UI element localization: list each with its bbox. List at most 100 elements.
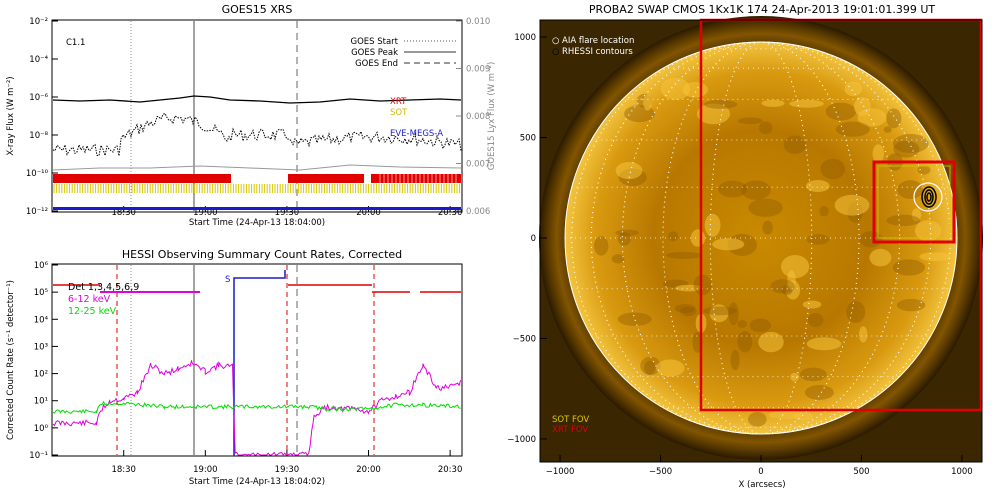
solar-feature [617, 312, 652, 326]
solar-feature [737, 331, 753, 353]
goes-y-tick-label: 10⁻¹⁰ [26, 169, 49, 179]
solar-feature [844, 81, 863, 97]
series-6-12-kev [52, 360, 462, 456]
hessi-y-axis-label: Corrected Count Rate (s⁻¹ detector⁻¹) [6, 280, 16, 440]
hessi-y-ticks: 10⁶ 10⁵ 10⁴ 10³ 10² 10¹ 10⁰ 10⁻¹ [29, 261, 58, 461]
hessi-y-tick-label: 10⁻¹ [29, 451, 48, 461]
solar-feature [615, 229, 640, 236]
solar-feature [859, 231, 882, 248]
goes-xrs-panel: GOES15 XRS C1.1 10⁻²10⁻⁴10⁻⁶10⁻⁸10⁻¹⁰10⁻… [6, 3, 497, 228]
hessi-x-tick-label: 18:30 [111, 465, 136, 475]
goes-x-tick-label: 20:00 [356, 208, 381, 218]
swap-x-tick-label: −1000 [546, 467, 575, 477]
solar-feature [704, 213, 721, 237]
solar-feature [741, 180, 771, 200]
hessi-y-tick-label: 10⁰ [34, 424, 49, 434]
hessi-saa-label: S [225, 275, 230, 285]
swap-x-tick-label: 500 [853, 467, 869, 477]
solar-feature [759, 121, 773, 135]
solar-feature [886, 214, 921, 227]
goes-y-axis-label-right: GOES15 Lyx Flux (W m⁻²) [487, 62, 497, 171]
swap-title: PROBA2 SWAP CMOS 1Kx1K 174 24-Apr-2013 1… [589, 3, 936, 16]
swap-x-axis-label: X (arcsecs) [738, 480, 785, 490]
hessi-plot-frame [51, 263, 463, 457]
solar-feature [846, 301, 866, 323]
solar-feature [793, 411, 814, 421]
goes-y-tick-label: 10⁻⁶ [29, 93, 48, 103]
solar-feature [674, 304, 696, 314]
solar-feature [789, 99, 824, 108]
hessi-x-ticks: 18:30 19:00 19:30 20:00 20:30 [111, 450, 462, 475]
solar-feature [807, 313, 824, 327]
solar-feature [728, 302, 739, 326]
solar-feature [761, 99, 785, 107]
hessi-legend-12-25: 12-25 keV [68, 306, 117, 317]
solar-feature [640, 356, 661, 376]
legend-xrt-fov: XRT FOV [552, 425, 588, 435]
solar-feature [892, 134, 929, 153]
solar-feature [704, 99, 738, 109]
swap-y-tick-label: 1000 [514, 33, 536, 43]
solar-feature [819, 206, 829, 217]
solar-feature [770, 279, 795, 294]
goes-x-tick-label: 19:30 [275, 208, 300, 218]
goes-y-ticks: 10⁻² 10⁻⁴ 10⁻⁶ 10⁻⁸ 10⁻¹⁰ 10⁻¹² [26, 17, 58, 217]
goes-lya-curve [52, 164, 462, 171]
legend-aia-label: AIA flare location [562, 36, 634, 46]
solar-feature [858, 326, 868, 343]
swap-y-tick-label: 0 [531, 234, 536, 244]
solar-feature [896, 298, 926, 312]
hessi-legend-6-12: 6-12 keV [68, 294, 111, 305]
goes-y-right-tick-label: 0.010 [466, 17, 490, 27]
hessi-y-tick-label: 10⁴ [34, 315, 49, 325]
solar-feature [886, 108, 902, 129]
xrt-bar-1 [53, 174, 231, 183]
solar-feature [892, 259, 926, 276]
solar-feature [749, 318, 771, 333]
hessi-title: HESSI Observing Summary Count Rates, Cor… [122, 248, 402, 261]
swap-y-tick-label: −500 [513, 334, 536, 344]
solar-feature [709, 304, 729, 323]
series-12-25-kev [52, 400, 461, 414]
solar-feature [857, 108, 887, 127]
goes-x-axis-label: Start Time (24-Apr-13 18:04:00) [189, 218, 325, 228]
hessi-x-tick-label: 20:30 [438, 465, 463, 475]
hessi-attenuator-red [53, 284, 461, 293]
hessi-y-tick-label: 10¹ [34, 397, 48, 407]
solar-feature [825, 102, 857, 121]
solar-feature [680, 306, 697, 317]
solar-feature [806, 234, 830, 245]
goes-long-channel-curve [52, 95, 462, 104]
solar-feature [897, 180, 924, 199]
sot-coverage-ticks [53, 184, 461, 193]
goes-title: GOES15 XRS [222, 3, 293, 16]
goes-y-tick-label: 10⁻⁴ [29, 55, 48, 65]
solar-feature [690, 229, 706, 247]
solar-feature [656, 359, 685, 377]
goes-y-tick-label: 10⁻¹² [26, 207, 48, 217]
goes-y-tick-label: 10⁻² [29, 17, 48, 27]
solar-feature [730, 349, 740, 371]
swap-x-ticks: −1000 −500 0 500 1000 [546, 455, 973, 477]
xrt-bar-2 [288, 174, 364, 183]
longitude-line [662, 41, 860, 435]
legend-rhessi-label: RHESSI contours [562, 47, 633, 57]
solar-feature [805, 180, 830, 192]
goes-y-right-tick-label: 0.007 [466, 160, 490, 170]
goes-y-right-tick-label: 0.008 [466, 112, 490, 122]
solar-feature [914, 220, 942, 242]
swap-y-tick-label: 500 [520, 134, 536, 144]
solar-feature [917, 165, 931, 175]
goes-x-tick-label: 18:30 [111, 208, 136, 218]
goes-y-ticks-right: 0.010 0.009 0.008 0.007 0.006 [456, 17, 490, 217]
rhessi-contours [921, 186, 937, 208]
hessi-y-tick-label: 10⁵ [34, 288, 48, 298]
solar-feature [660, 77, 691, 101]
solar-feature [820, 158, 846, 180]
solar-feature [675, 284, 703, 292]
xrt-bar-ticks [379, 174, 457, 183]
solar-feature [617, 232, 632, 246]
solar-feature [800, 367, 827, 382]
aia-flare-location [913, 182, 943, 212]
solar-feature [804, 385, 834, 400]
